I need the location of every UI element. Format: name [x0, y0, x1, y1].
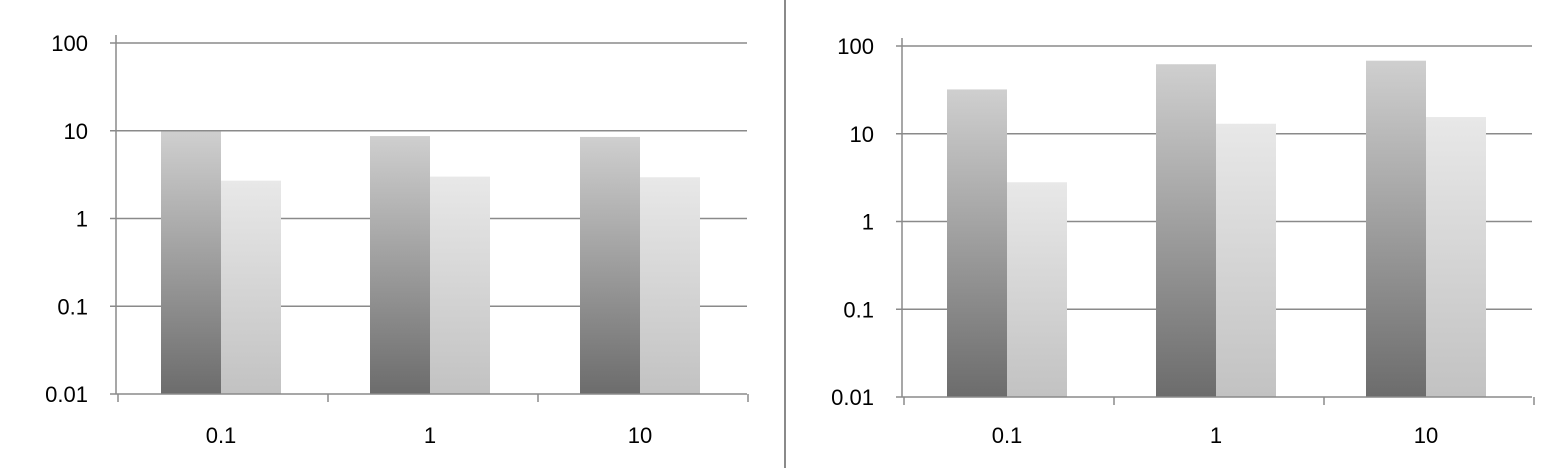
y-tick-label: 0.01 — [831, 385, 874, 410]
y-tick-label: 100 — [837, 34, 874, 59]
bar-series1-10 — [1366, 60, 1426, 398]
bar-series1-1 — [1156, 64, 1216, 398]
bar-series2-10 — [640, 177, 700, 394]
bar-series2-1 — [1216, 123, 1276, 398]
y-tick-label: 1 — [862, 210, 874, 235]
x-category-label: 0.1 — [992, 423, 1023, 448]
bar-series1-0.1 — [161, 131, 221, 395]
y-tick-label: 10 — [850, 122, 874, 147]
x-category-label: 1 — [424, 423, 436, 448]
y-tick-label: 0.1 — [843, 297, 874, 322]
bar-series2-1 — [430, 176, 490, 394]
bar-series2-10 — [1426, 117, 1486, 397]
bar-series2-0.1 — [1007, 182, 1067, 397]
bar-series2-0.1 — [221, 180, 281, 394]
x-category-label: 10 — [628, 423, 652, 448]
bar-series1-10 — [580, 136, 640, 395]
y-tick-label: 10 — [64, 119, 88, 144]
bar-series1-0.1 — [947, 89, 1007, 397]
panel-divider — [784, 0, 786, 468]
chart-right: 0.01 0.1 1 10 100 0.1 1 10 — [831, 34, 1535, 448]
bar-series1-1 — [370, 136, 430, 394]
x-category-label: 0.1 — [206, 423, 237, 448]
chart-left: 0.01 0.1 1 10 100 0.1 1 10 — [45, 31, 749, 448]
y-tick-label: 100 — [51, 31, 88, 56]
x-category-label: 1 — [1210, 423, 1222, 448]
y-tick-label: 1 — [76, 207, 88, 232]
y-tick-label: 0.1 — [57, 294, 88, 319]
y-tick-label: 0.01 — [45, 382, 88, 407]
x-category-label: 10 — [1414, 423, 1438, 448]
